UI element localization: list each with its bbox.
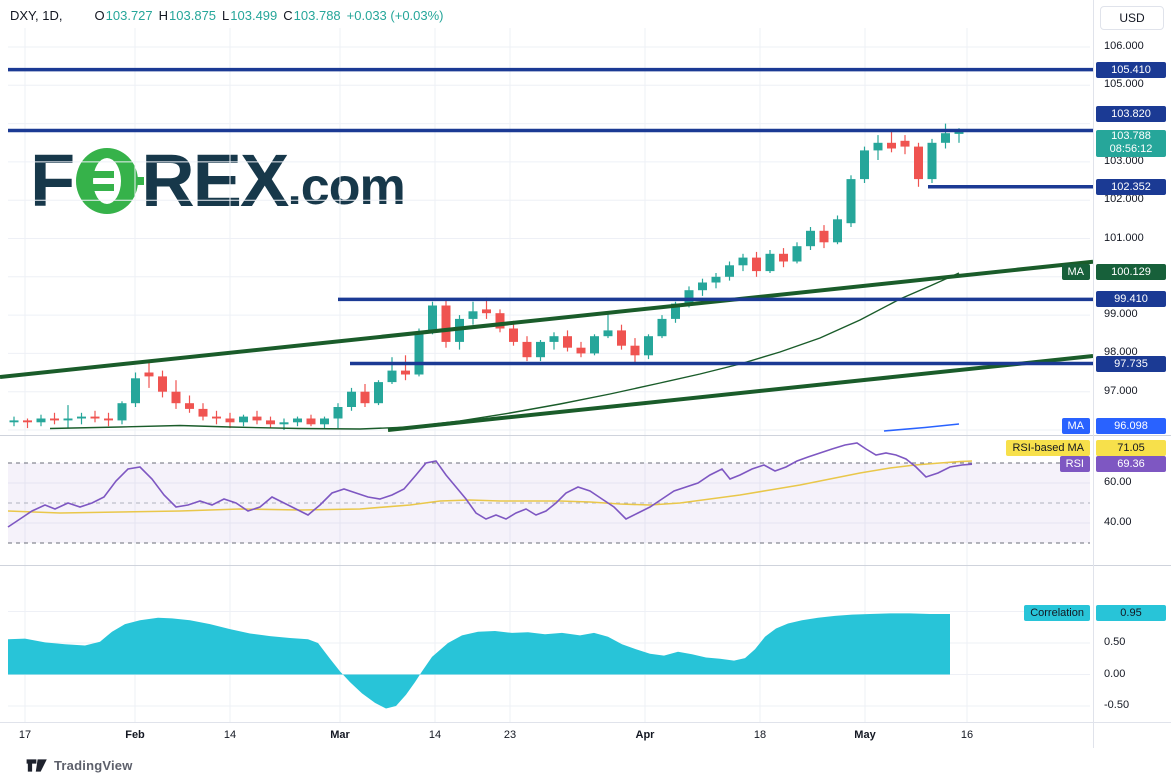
price-level-badge: 97.735	[1096, 355, 1166, 372]
chart-canvas[interactable]	[0, 0, 1093, 750]
close-label: C	[283, 8, 293, 23]
rsi-tick: 40.00	[1104, 516, 1132, 528]
close-value: 103.788	[293, 8, 341, 23]
panel-separator-correlation[interactable]	[0, 565, 1171, 566]
price-axis-separator	[1093, 0, 1094, 748]
ma-value-badge: 96.098	[1096, 418, 1166, 435]
time-label: 18	[753, 729, 767, 741]
price-tick: 99.000	[1104, 308, 1138, 321]
change-value: +0.033 (+0.03%)	[346, 8, 444, 23]
price-level-badge: 105.410	[1096, 61, 1166, 78]
ma-tag: MA	[1061, 263, 1090, 280]
correlation-tick: -0.50	[1104, 699, 1130, 711]
price-tick: 103.000	[1104, 154, 1144, 167]
correlation-value-badge: 0.95	[1096, 605, 1166, 621]
open-value: 103.727	[105, 8, 153, 23]
correlation-tick: 0.50	[1104, 636, 1126, 648]
time-label: 16	[960, 729, 974, 741]
price-tick: 101.000	[1104, 231, 1144, 244]
time-label: May	[854, 729, 876, 741]
price-axis[interactable]: 106.000 105.000 103.000 102.000 101.000 99.00…	[1094, 0, 1171, 748]
time-label: 14	[223, 729, 237, 741]
rsi-value-badge: 71.05	[1096, 440, 1166, 456]
price-level-badge: 99.410	[1096, 291, 1166, 308]
current-price: 103.788	[1111, 130, 1151, 142]
price-level-badge: 103.820	[1096, 105, 1166, 122]
tradingview-logo-icon	[26, 759, 47, 772]
forex-watermark: F REX .com	[30, 139, 406, 222]
watermark-com: .com	[287, 158, 405, 216]
rsi-tick: 60.00	[1104, 476, 1132, 488]
price-tick: 105.000	[1104, 78, 1144, 91]
ma-value-badge: 100.129	[1096, 263, 1166, 280]
price-tick: 102.000	[1104, 193, 1144, 206]
panel-separator-rsi[interactable]	[0, 435, 1171, 436]
time-label: 14	[428, 729, 442, 741]
open-label: O	[94, 8, 105, 23]
correlation-tick: 0.00	[1104, 667, 1126, 680]
high-label: H	[158, 8, 169, 23]
symbol-legend: DXY, 1D, O 103.727 H 103.875 L 103.499 C 103…	[10, 8, 444, 23]
low-value: 103.499	[230, 8, 278, 23]
low-label: L	[222, 8, 230, 23]
tradingview-attribution[interactable]: TradingView	[26, 758, 133, 773]
bar-countdown: 08:56:12	[1109, 143, 1153, 155]
high-value: 103.875	[169, 8, 217, 23]
price-tick: 106.000	[1104, 40, 1144, 52]
price-level-badge: 102.352	[1096, 178, 1166, 195]
time-label: Mar	[330, 729, 350, 741]
price-tick: 98.000	[1104, 346, 1138, 359]
rsi-value-badge: 69.36	[1096, 456, 1166, 472]
time-label: Feb	[125, 729, 145, 741]
time-label: 17	[18, 729, 32, 741]
watermark-rex: REX	[141, 139, 289, 222]
indicator-label: RSI	[1059, 456, 1090, 472]
current-price-badge: 103.788 08:56:12	[1096, 130, 1166, 157]
currency-button[interactable]: USD	[1100, 6, 1164, 30]
time-axis[interactable]: 17 Feb 14 Mar 14 23 Apr 18 May 16	[0, 722, 1093, 748]
symbol-name: DXY, 1D,	[10, 8, 63, 23]
time-label: Apr	[635, 729, 655, 741]
price-tick: 97.000	[1104, 384, 1138, 397]
indicator-label: RSI-based MA	[1006, 440, 1090, 456]
time-axis-separator	[0, 722, 1171, 723]
correlation-label: Correlation	[1024, 605, 1090, 621]
tradingview-brand-text: TradingView	[54, 758, 133, 773]
watermark-f: F	[30, 139, 75, 222]
ma-tag: MA	[1061, 418, 1090, 435]
time-label: 23	[503, 729, 517, 741]
forex-o-logo-icon	[76, 148, 145, 214]
